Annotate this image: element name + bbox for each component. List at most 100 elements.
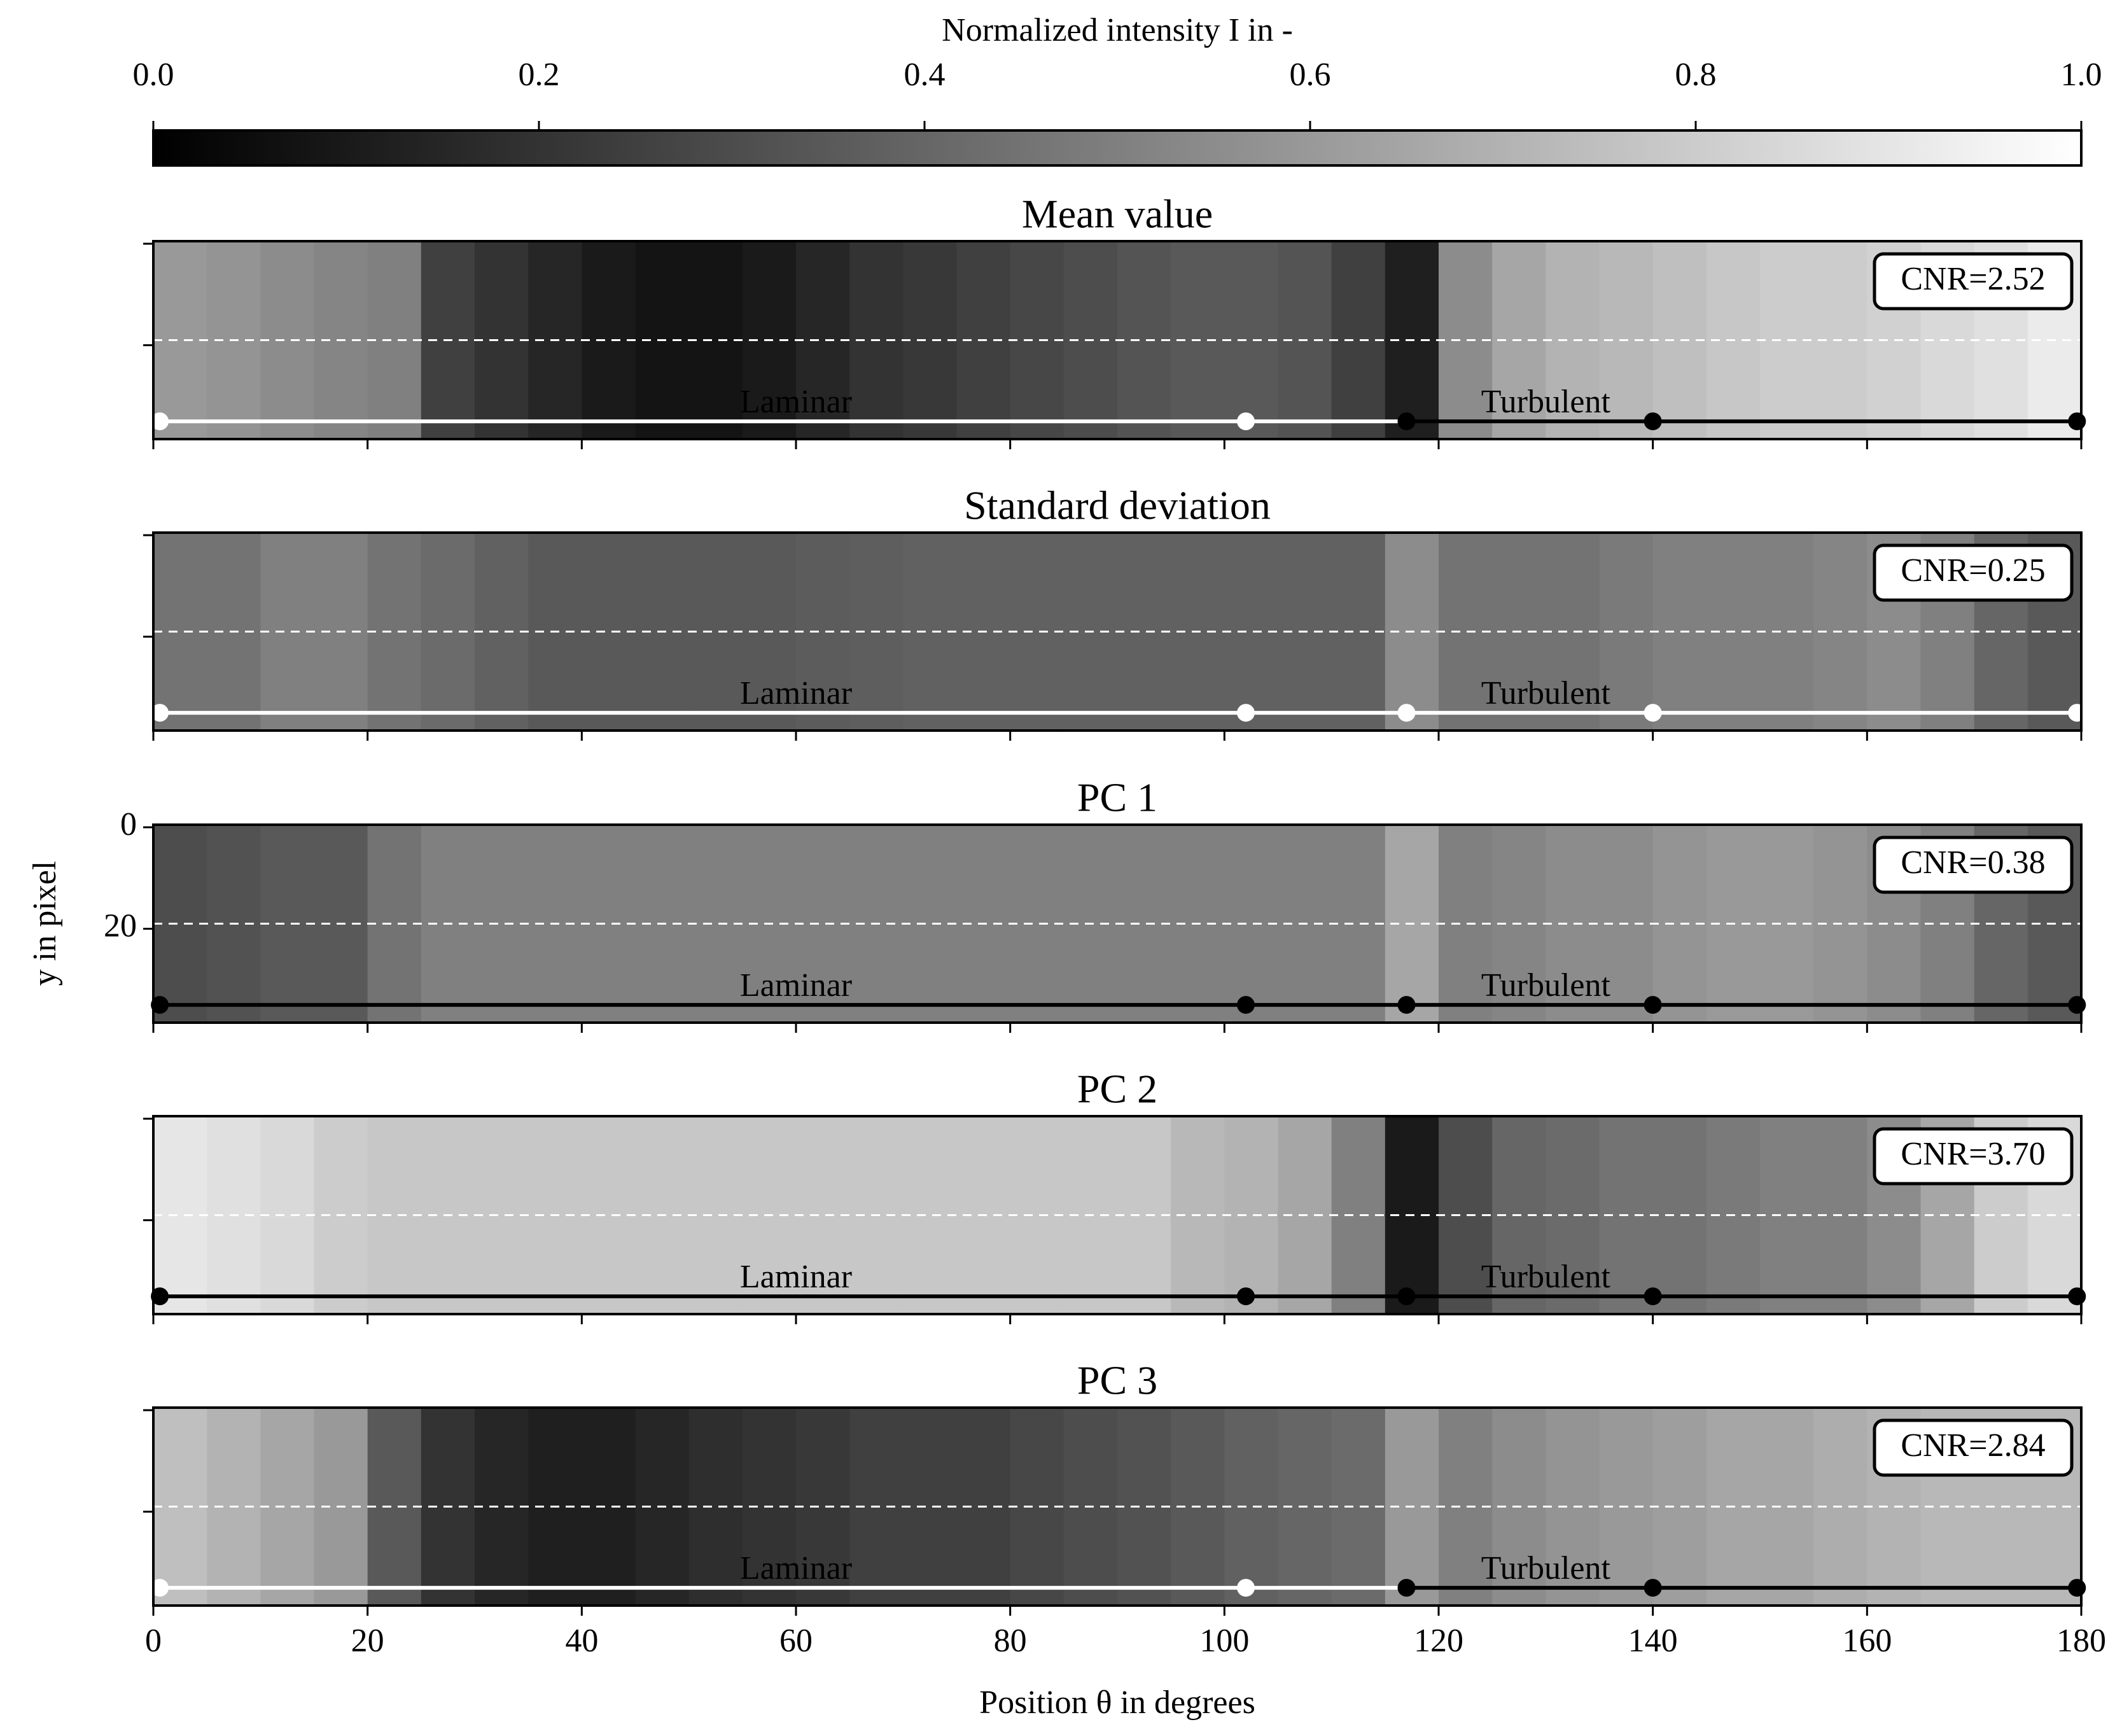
y-tick-label: 0 (120, 806, 137, 843)
region-label: Turbulent (1481, 384, 1611, 420)
x-tick-label: 40 (565, 1623, 598, 1659)
heatmap-cell (260, 533, 314, 731)
region-marker (1397, 704, 1416, 722)
cnr-box (1873, 1127, 2074, 1186)
region-marker (2068, 1579, 2086, 1597)
cnr-label: CNR=2.52 (1901, 261, 2045, 297)
heatmap-cell (367, 533, 422, 731)
panel-frame (152, 823, 2083, 1024)
x-tick-label: 100 (1199, 1623, 1249, 1659)
region-marker (1237, 412, 1255, 431)
region-marker (151, 412, 169, 431)
x-tick-label: 140 (1628, 1623, 1678, 1659)
heatmap-cell (367, 1408, 422, 1606)
region-marker (1644, 996, 1662, 1014)
panel-title: Mean value (1022, 192, 1213, 237)
region-marker (1237, 704, 1255, 722)
heatmap-cell (153, 825, 207, 1023)
cnr-box (1873, 836, 2074, 894)
region-label: Turbulent (1481, 1550, 1611, 1586)
region-label: Laminar (740, 967, 852, 1004)
x-axis-label: Position θ in degrees (979, 1684, 1255, 1721)
panel-title: PC 2 (1077, 1067, 1157, 1112)
heatmap-cell (475, 1116, 529, 1314)
region-marker (2068, 1287, 2086, 1306)
colorbar-tick-label: 0.8 (1675, 57, 1717, 93)
colorbar-tick-label: 0.0 (133, 57, 174, 93)
heatmap-cell (475, 825, 529, 1023)
panel-title: Standard deviation (964, 483, 1271, 528)
region-marker (151, 996, 169, 1014)
region-marker (151, 704, 169, 722)
y-tick-label: 20 (104, 907, 137, 944)
heatmap-cell (260, 825, 314, 1023)
cnr-label: CNR=0.38 (1901, 844, 2045, 881)
heatmap-cell (153, 241, 207, 439)
region-marker (2068, 996, 2086, 1014)
x-tick-label: 60 (779, 1623, 813, 1659)
heatmap-cell (475, 1408, 529, 1606)
region-marker (1644, 1287, 1662, 1306)
region-label: Turbulent (1481, 675, 1611, 711)
cnr-box (1873, 543, 2074, 602)
panel-title: PC 1 (1077, 775, 1157, 820)
panel-title: PC 3 (1077, 1358, 1157, 1403)
heatmap-cell (582, 1116, 636, 1314)
region-marker (151, 1287, 169, 1306)
region-marker (1644, 704, 1662, 722)
panel-frame (152, 1406, 2083, 1607)
colorbar-label: Normalized intensity I in - (942, 12, 1293, 48)
heatmap-cell (367, 825, 422, 1023)
colorbar-tick-label: 0.6 (1290, 57, 1331, 93)
heatmap-cell (260, 241, 314, 439)
region-marker (1397, 1579, 1416, 1597)
cnr-label: CNR=3.70 (1901, 1136, 2045, 1172)
heatmap-cell (367, 1116, 422, 1314)
region-marker (1397, 1287, 1416, 1306)
colorbar-tick-label: 0.2 (519, 57, 560, 93)
region-marker (1237, 1287, 1255, 1306)
region-label: Turbulent (1481, 967, 1611, 1004)
panel-frame (152, 1115, 2083, 1315)
y-axis-label: y in pixel (27, 861, 63, 986)
cnr-label: CNR=0.25 (1901, 552, 2045, 589)
region-marker (2068, 412, 2086, 431)
region-marker (1397, 996, 1416, 1014)
region-label: Turbulent (1481, 1259, 1611, 1295)
colorbar-tick-label: 1.0 (2061, 57, 2102, 93)
region-marker (1237, 1579, 1255, 1597)
heatmap-cell (582, 241, 636, 439)
x-tick-label: 120 (1414, 1623, 1463, 1659)
x-tick-label: 80 (994, 1623, 1027, 1659)
region-label: Laminar (740, 675, 852, 711)
region-label: Laminar (740, 384, 852, 420)
region-marker (1644, 412, 1662, 431)
heatmap-cell (153, 1116, 207, 1314)
heatmap-cell (582, 533, 636, 731)
region-label: Laminar (740, 1259, 852, 1295)
heatmap-cell (153, 1408, 207, 1606)
cnr-box (1873, 252, 2074, 311)
heatmap-cell (475, 533, 529, 731)
region-marker (2068, 704, 2086, 722)
cnr-label: CNR=2.84 (1901, 1427, 2045, 1464)
heatmap-cell (260, 1116, 314, 1314)
region-label: Laminar (740, 1550, 852, 1586)
heatmap-cell (475, 241, 529, 439)
heatmap-cell (582, 1408, 636, 1606)
x-tick-label: 20 (351, 1623, 384, 1659)
heatmap-cell (367, 241, 422, 439)
x-tick-label: 180 (2056, 1623, 2106, 1659)
region-marker (1397, 412, 1416, 431)
heatmap-cell (582, 825, 636, 1023)
heatmap-cell (260, 1408, 314, 1606)
region-marker (1237, 996, 1255, 1014)
region-marker (151, 1579, 169, 1597)
x-tick-label: 160 (1842, 1623, 1892, 1659)
cnr-box (1873, 1418, 2074, 1477)
colorbar-tick-label: 0.4 (904, 57, 946, 93)
x-tick-label: 0 (145, 1623, 162, 1659)
region-marker (1644, 1579, 1662, 1597)
panel-frame (152, 240, 2083, 440)
